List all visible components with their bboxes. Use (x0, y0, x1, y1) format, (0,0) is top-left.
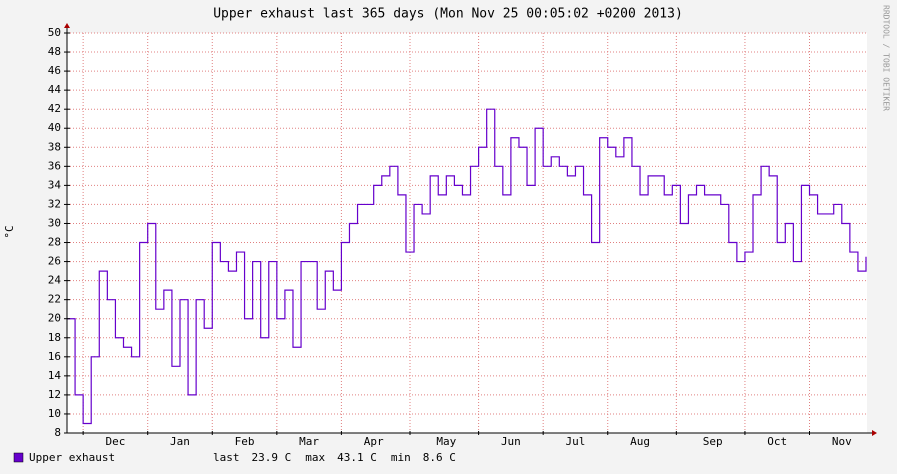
y-tick-label: 34 (48, 178, 62, 191)
x-tick-label: Apr (364, 435, 384, 448)
y-tick-label: 38 (48, 140, 61, 153)
y-tick-label: 10 (48, 407, 61, 420)
stat-value: 8.6 C (423, 451, 456, 464)
y-tick-label: 48 (48, 45, 61, 58)
x-tick-label: Feb (235, 435, 255, 448)
chart-title: Upper exhaust last 365 days (Mon Nov 25 … (213, 7, 683, 22)
x-tick-label: Jun (501, 435, 521, 448)
legend: Upper exhaust last 23.9 C max 43.1 C min 8.6 … (13, 451, 456, 464)
lines (67, 108, 867, 425)
y-axis-label: °C (3, 225, 16, 238)
stat-value: 43.1 C (337, 451, 377, 464)
x-tick-label: Oct (767, 435, 787, 448)
x-tick-label: Sep (703, 435, 723, 448)
stat-label: min (391, 451, 411, 464)
legend-swatch (13, 452, 24, 463)
x-tick-label: Jan (170, 435, 190, 448)
x-tick-label: Mar (299, 435, 319, 448)
y-tick-label: 20 (48, 312, 61, 325)
y-tick-label: 24 (48, 274, 62, 287)
x-arrow (872, 430, 877, 436)
x-tick-label: Jul (566, 435, 586, 448)
y-tick-label: 28 (48, 236, 61, 249)
stat-label: last (213, 451, 240, 464)
stat-label: max (305, 451, 325, 464)
x-tick-label: Nov (832, 435, 852, 448)
y-tick-label: 40 (48, 121, 61, 134)
x-tick-label: Dec (105, 435, 125, 448)
y-tick-label: 42 (48, 102, 61, 115)
y-tick-label: 26 (48, 255, 61, 268)
y-tick-label: 14 (48, 369, 62, 382)
y-tick-label: 12 (48, 388, 61, 401)
y-tick-label: 32 (48, 197, 61, 210)
y-tick-label: 50 (48, 26, 61, 39)
y-tick-label: 44 (48, 83, 62, 96)
y-tick-label: 46 (48, 64, 61, 77)
y-arrow (64, 23, 70, 28)
y-tick-label: 8 (54, 426, 61, 439)
watermark: RRDTOOL / TOBI OETIKER (882, 5, 891, 111)
y-tick-label: 16 (48, 350, 61, 363)
legend-label: Upper exhaust (29, 451, 115, 464)
y-tick-label: 22 (48, 293, 61, 306)
plot-area (67, 33, 867, 433)
y-tick-label: 30 (48, 216, 61, 229)
y-tick-label: 18 (48, 331, 61, 344)
stat-value: 23.9 C (252, 451, 292, 464)
x-tick-label: Aug (630, 435, 650, 448)
y-tick-label: 36 (48, 159, 61, 172)
series-line (67, 108, 867, 425)
x-tick-label: May (436, 435, 456, 448)
